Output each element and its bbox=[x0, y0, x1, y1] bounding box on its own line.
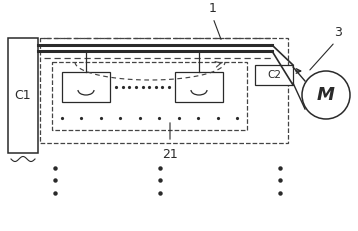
Bar bbox=[255, 65, 293, 85]
Text: 3: 3 bbox=[334, 26, 342, 39]
Bar bbox=[40, 38, 288, 143]
Bar bbox=[8, 38, 38, 153]
Circle shape bbox=[302, 71, 350, 119]
Text: M: M bbox=[317, 86, 335, 104]
Text: 21: 21 bbox=[162, 148, 178, 161]
Bar bbox=[52, 62, 247, 130]
Text: C2: C2 bbox=[267, 70, 281, 80]
Bar bbox=[175, 72, 223, 102]
Bar bbox=[62, 72, 110, 102]
Text: 1: 1 bbox=[209, 2, 217, 15]
Text: C1: C1 bbox=[15, 89, 31, 102]
